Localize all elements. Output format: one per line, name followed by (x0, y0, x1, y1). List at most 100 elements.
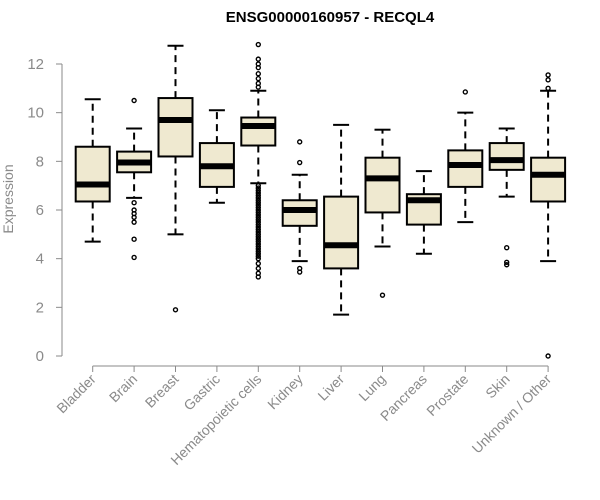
x-tick-label: Liver (314, 371, 347, 404)
outlier-point (255, 185, 261, 191)
outlier-point (255, 255, 261, 262)
outlier-point (255, 234, 261, 240)
outlier-point (255, 209, 261, 216)
y-axis: 0 2 4 6 8 10 12 (27, 56, 63, 365)
outlier-point (255, 84, 261, 90)
box-iqr (281, 199, 318, 227)
outlier-point (255, 41, 261, 48)
outlier-point (255, 195, 261, 201)
x-tick-label: Unknown / Other (469, 371, 555, 457)
box-group (240, 41, 277, 280)
outlier-point (255, 238, 261, 245)
y-tick-label: 10 (27, 105, 44, 122)
box-iqr (447, 149, 484, 188)
outlier-point (545, 353, 551, 359)
outlier-point (297, 269, 303, 275)
box-group (323, 123, 360, 316)
box-iqr (74, 145, 111, 203)
outlier-point (379, 292, 386, 298)
box-group (364, 128, 401, 298)
y-axis-label: Expression (0, 164, 16, 233)
outlier-point (131, 97, 137, 104)
outlier-point (255, 265, 261, 272)
outlier-point (255, 246, 261, 252)
box-iqr (530, 156, 567, 203)
outlier-point (255, 56, 261, 62)
outlier-point (255, 243, 261, 250)
outlier-point (255, 251, 261, 257)
box-iqr (240, 116, 277, 147)
outlier-point (255, 274, 261, 280)
outlier-point (255, 248, 261, 255)
outlier-point (255, 214, 261, 221)
y-tick-label: 4 (36, 251, 44, 268)
outlier-point (255, 192, 261, 199)
box-iqr (364, 156, 401, 214)
y-tick-label: 8 (36, 153, 44, 170)
x-tick-label: Bladder (53, 371, 99, 417)
outlier-point (255, 260, 261, 267)
outlier-point (255, 224, 261, 230)
outlier-point (504, 259, 510, 266)
box-group (116, 97, 153, 261)
outlier-point (131, 254, 137, 261)
box-group (157, 44, 194, 313)
outlier-point (255, 219, 261, 225)
outlier-point (131, 219, 137, 225)
outlier-point (255, 204, 261, 211)
outlier-point (255, 71, 261, 77)
box-group (447, 89, 484, 224)
box-iqr (488, 142, 525, 171)
outlier-point (545, 72, 551, 78)
box-series (74, 41, 567, 359)
outlier-point (255, 226, 261, 233)
outlier-point (255, 182, 261, 189)
x-tick-label: Breast (142, 371, 182, 411)
box-group (530, 72, 567, 359)
outlier-point (131, 214, 137, 221)
box-group (198, 109, 235, 204)
x-tick-label: Brain (106, 371, 140, 405)
outlier-point (297, 159, 303, 166)
outlier-point (297, 139, 303, 145)
box-iqr (323, 195, 360, 270)
y-tick-label: 2 (36, 299, 44, 316)
outlier-point (504, 262, 510, 268)
box-iqr (157, 97, 194, 158)
outlier-point (545, 85, 551, 92)
outlier-point (255, 199, 261, 206)
outlier-point (504, 245, 510, 251)
y-tick-label: 12 (27, 56, 44, 73)
outlier-point (255, 190, 261, 196)
outlier-point (255, 75, 261, 82)
outlier-point (255, 236, 261, 242)
outlier-point (255, 231, 261, 238)
outlier-point (255, 207, 261, 213)
x-tick-label: Kidney (264, 371, 306, 413)
outlier-point (255, 187, 261, 194)
outlier-point (172, 307, 179, 313)
box-group (74, 98, 111, 243)
outlier-point (131, 236, 137, 242)
y-tick-label: 0 (36, 348, 44, 365)
chart-title: ENSG00000160957 - RECQL4 (226, 9, 435, 26)
outlier-point (255, 64, 261, 71)
outlier-point (462, 89, 468, 95)
x-tick-label: Skin (482, 371, 513, 402)
outlier-point (131, 199, 137, 206)
outlier-point (255, 229, 261, 235)
x-tick-label: Lung (355, 371, 388, 404)
y-tick-label: 6 (36, 202, 44, 219)
outlier-point (255, 241, 261, 247)
outlier-point (255, 221, 261, 228)
outlier-point (255, 212, 261, 218)
outlier-point (255, 202, 261, 208)
outlier-point (255, 253, 261, 259)
box-group (405, 170, 442, 255)
box-group (281, 139, 318, 275)
x-tick-label: Prostate (423, 371, 471, 419)
outlier-point (545, 77, 551, 83)
outlier-point (255, 217, 261, 223)
